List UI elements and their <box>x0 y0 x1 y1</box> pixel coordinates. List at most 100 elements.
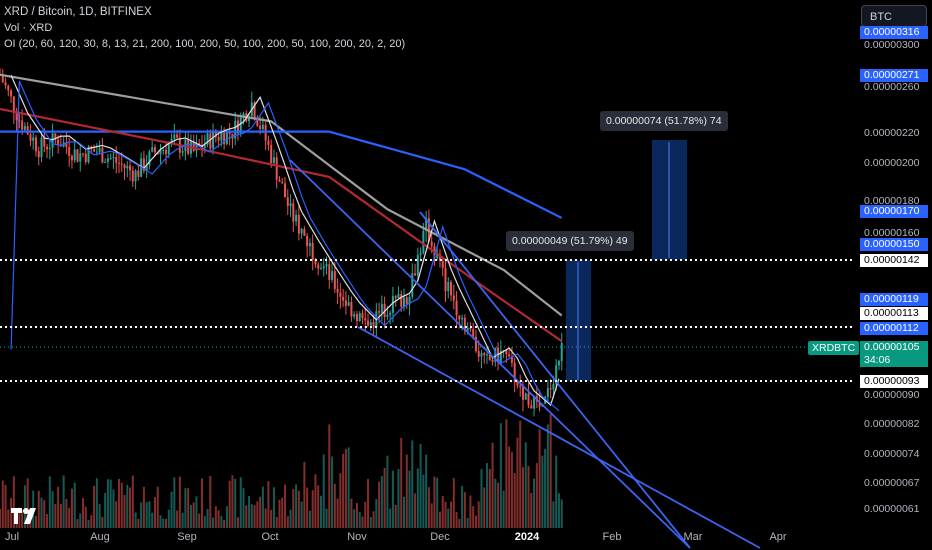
currency-button[interactable]: BTC <box>861 5 927 27</box>
oi-legend[interactable]: OI (20, 60, 120, 30, 8, 13, 21, 200, 100… <box>4 38 406 50</box>
volume-bar <box>264 508 267 528</box>
volume-bar <box>239 477 242 528</box>
tradingview-logo-icon[interactable] <box>10 505 40 527</box>
volume-bar <box>350 498 353 528</box>
volume-bar <box>411 440 414 528</box>
volume-bar <box>380 475 383 528</box>
candle-body <box>159 150 162 155</box>
measure-tooltip-upper: 0.00000074 (51.78%) 74 <box>600 111 728 131</box>
candle-body <box>353 314 356 317</box>
volume-bar <box>510 451 513 528</box>
volume-bar <box>248 496 251 528</box>
candle-body <box>253 102 256 120</box>
volume-legend[interactable]: Vol · XRD <box>4 22 53 34</box>
candle-body <box>499 350 502 363</box>
candle-body <box>355 314 358 322</box>
price-axis-label: 0.00000067 <box>864 477 920 489</box>
volume-bar <box>408 470 411 528</box>
volume-bar <box>259 496 262 528</box>
volume-bar <box>394 504 397 528</box>
volume-bar <box>342 453 345 528</box>
candle-body <box>284 183 287 198</box>
candle-body <box>153 147 156 153</box>
price-axis-label: 0.00000090 <box>864 389 920 401</box>
volume-bar <box>358 512 361 528</box>
volume-bar <box>403 496 405 528</box>
volume-bar <box>170 491 173 528</box>
volume-bar <box>544 448 547 528</box>
volume-bar <box>386 455 389 528</box>
candle-body <box>480 353 483 357</box>
volume-bar <box>502 490 505 528</box>
wedge-lower-trendline <box>357 326 761 549</box>
candle-body <box>347 301 350 306</box>
candle-body <box>521 386 524 400</box>
volume-bar <box>530 492 533 528</box>
candle-body <box>414 273 417 276</box>
volume-bar <box>275 516 278 528</box>
volume-bar <box>452 478 455 528</box>
candle-body <box>145 165 148 172</box>
volume-bar <box>167 509 170 528</box>
candle-body <box>458 315 461 320</box>
candle-body <box>477 351 480 357</box>
time-axis-label: Jul <box>4 531 20 543</box>
volume-bar <box>430 503 433 528</box>
candle-body <box>162 149 165 151</box>
volume-bar <box>322 454 325 528</box>
volume-bar <box>73 482 76 528</box>
candle-body <box>336 288 339 293</box>
candle-body <box>378 311 381 313</box>
volume-bar <box>353 509 356 528</box>
time-axis-label: Nov <box>347 531 367 543</box>
volume-bar <box>344 448 347 528</box>
volume-bar <box>98 503 101 528</box>
volume-bar <box>234 478 237 528</box>
volume-bar <box>297 490 300 528</box>
volume-bar <box>555 455 558 528</box>
price-axis-label: 0.00000220 <box>864 127 920 139</box>
volume-bar <box>560 499 563 528</box>
candle-body <box>79 153 82 162</box>
volume-bar <box>458 518 461 528</box>
volume-bar <box>364 501 367 528</box>
volume-bar <box>12 476 15 528</box>
volume-bar <box>253 505 256 528</box>
candle-body <box>533 395 536 409</box>
volume-bar <box>300 501 303 528</box>
volume-bar <box>355 503 358 528</box>
volume-bar <box>533 478 536 528</box>
volume-bar <box>1 480 4 528</box>
volume-bar <box>372 511 375 528</box>
candle-body <box>461 317 464 320</box>
volume-bar <box>278 499 281 528</box>
candle-body <box>236 120 239 134</box>
candle-body <box>48 147 51 150</box>
volume-bar <box>289 509 292 528</box>
candle-body <box>311 242 314 261</box>
candle-body <box>555 365 558 385</box>
candle-body <box>483 353 486 356</box>
volume-bar <box>51 491 54 528</box>
candle-body <box>270 145 273 163</box>
candle-body <box>76 149 79 162</box>
volume-bar <box>336 498 339 528</box>
volume-bar <box>541 455 544 528</box>
volume-bar <box>4 484 7 528</box>
volume-bar <box>328 424 331 528</box>
volume-bar <box>195 496 198 528</box>
volume-bar <box>82 498 85 528</box>
candle-body <box>350 301 353 317</box>
candle-body <box>538 401 541 407</box>
volume-bar <box>491 442 494 528</box>
symbol-legend[interactable]: XRD / Bitcoin, 1D, BITFINEX <box>4 6 152 18</box>
candle-body <box>344 300 347 306</box>
volume-bar <box>106 479 109 528</box>
volume-bar <box>134 512 137 528</box>
candle-body <box>95 151 98 153</box>
candle-body <box>234 120 237 139</box>
candle-body <box>430 241 433 247</box>
candle-body <box>34 137 37 152</box>
volume-bar <box>441 495 444 528</box>
